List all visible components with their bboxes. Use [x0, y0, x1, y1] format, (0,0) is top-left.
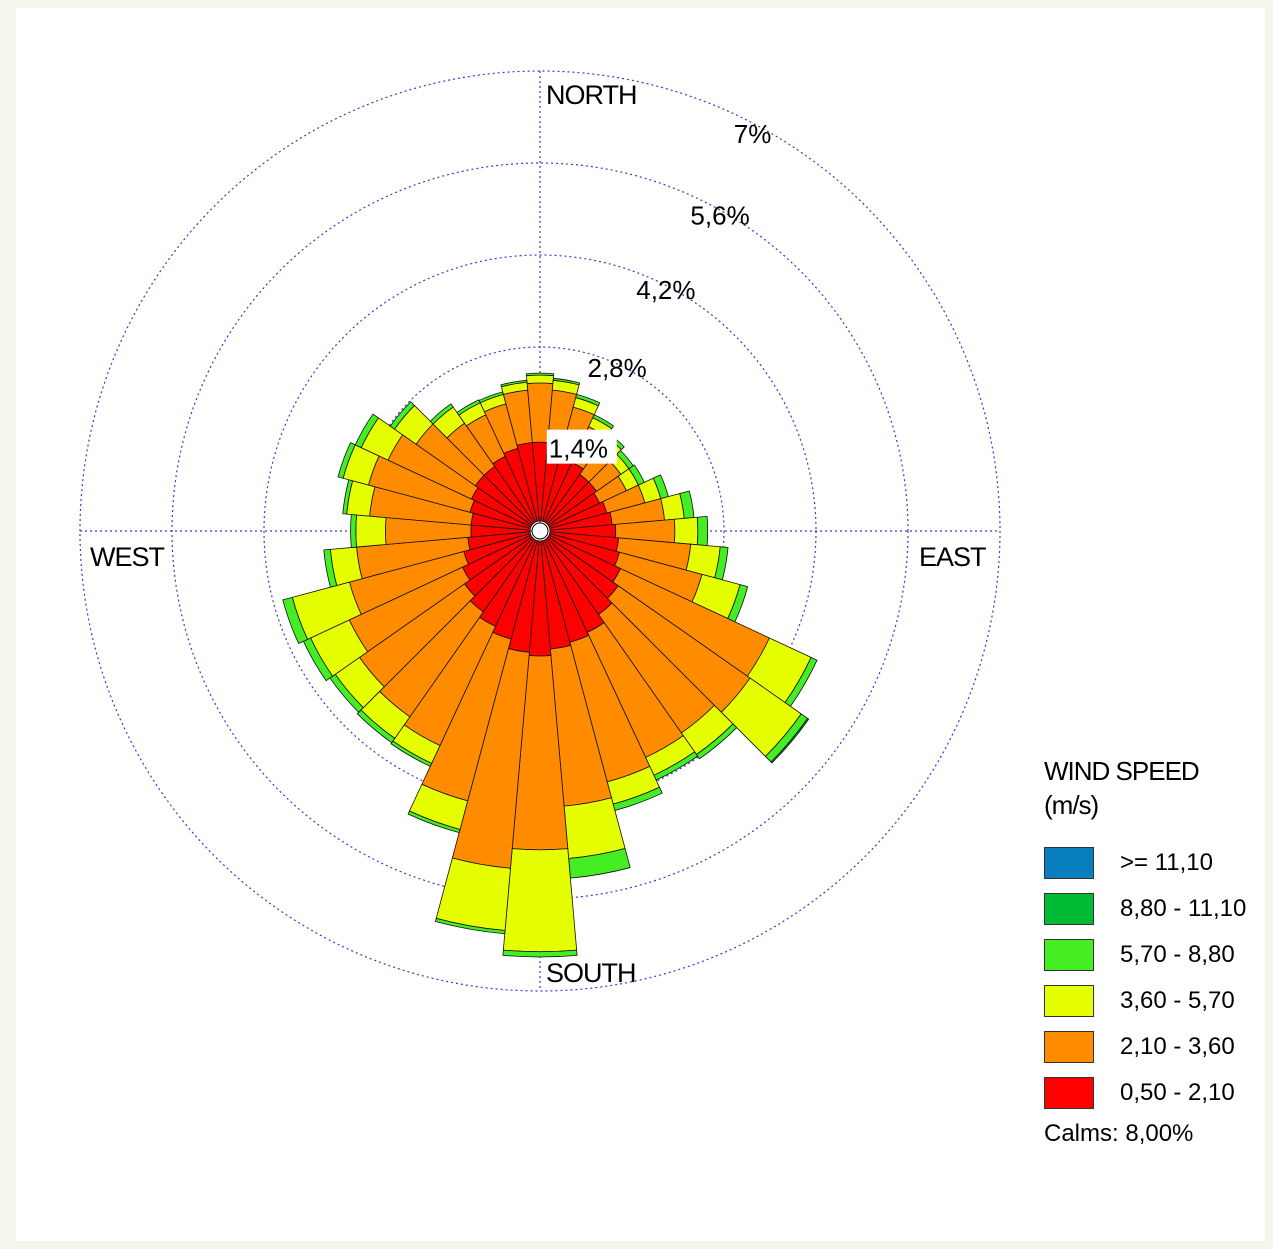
legend-item: 5,70 - 8,80 [1044, 932, 1264, 978]
wedge-segment [502, 949, 578, 958]
wedge-segment [429, 403, 454, 425]
compass-north: NORTH [546, 80, 637, 110]
wedge-segment [355, 514, 387, 548]
legend-swatch [1044, 939, 1094, 971]
wedge-segment [337, 442, 356, 479]
wedge-segment [323, 548, 338, 588]
legend-swatch [1044, 1077, 1094, 1109]
chart-panel: 1,4% 2,8% 4,2% 5,6% 7% NORTH EAST SOUTH WEST… [16, 8, 1265, 1241]
legend-label: 5,70 - 8,80 [1120, 941, 1235, 968]
ring-labels: 1,4% 2,8% 4,2% 5,6% 7% [546, 119, 772, 464]
legend-unit: (m/s) [1044, 790, 1099, 820]
wedge-segment [770, 718, 810, 764]
ring-label: 2,8% [588, 353, 647, 383]
legend-label: 2,10 - 3,60 [1120, 1033, 1235, 1060]
wedge-segment [673, 516, 699, 546]
wedge-segment [456, 399, 481, 416]
legend-label: 8,80 - 11,10 [1120, 895, 1247, 922]
ring-label: 4,2% [636, 275, 695, 305]
calms-label: Calms: 8,00% [1044, 1120, 1194, 1147]
legend-swatch [1044, 893, 1094, 925]
legend-swatch [1044, 847, 1094, 879]
legend-swatch [1044, 1031, 1094, 1063]
wedge-segment [390, 740, 433, 767]
wedge-segment [575, 393, 601, 407]
legend-item: 8,80 - 11,10 [1044, 886, 1264, 932]
wedge-segment [434, 917, 506, 935]
legend-label: 3,60 - 5,70 [1120, 987, 1235, 1014]
wind-rose-chart: 1,4% 2,8% 4,2% 5,6% 7% NORTH EAST SOUTH WEST [79, 70, 1001, 992]
legend-label: 0,50 - 2,10 [1120, 1079, 1235, 1106]
wedge-segment [526, 374, 554, 384]
wedge-segment [354, 413, 379, 449]
ring-label: 5,6% [690, 200, 749, 230]
grid-ring [79, 70, 1001, 992]
legend-item: 0,50 - 2,10 [1044, 1070, 1264, 1116]
ring-label: 7% [734, 119, 772, 149]
wedge-segment [435, 857, 511, 931]
wedge-segment [500, 379, 528, 388]
wedge-segment [282, 596, 308, 644]
legend: WIND SPEED (m/s) >= 11,10 8,80 - 11,10 5,7… [1044, 754, 1264, 1148]
ring-label: 1,4% [549, 434, 608, 464]
wedge-segment [407, 810, 461, 834]
wedge-segment [696, 723, 738, 760]
wedge-segment [696, 515, 709, 547]
legend-item: 2,10 - 3,60 [1044, 1024, 1264, 1070]
legend-label: >= 11,10 [1120, 849, 1213, 876]
legend-swatch [1044, 985, 1094, 1017]
wedge-segment [525, 372, 555, 377]
legend-item: 3,60 - 5,70 [1044, 978, 1264, 1024]
wedge-segment [389, 401, 415, 430]
legend-title: WIND SPEED [1044, 756, 1200, 786]
wedge-segment [356, 709, 396, 744]
wedge-segment [502, 848, 578, 953]
wedge-segment [350, 514, 357, 548]
center-dot [531, 522, 549, 540]
legend-item: >= 11,10 [1044, 840, 1264, 886]
compass-south: SOUTH [546, 958, 636, 988]
compass-west: WEST [90, 542, 165, 572]
wedge-segment [592, 414, 614, 430]
legend-items: >= 11,10 8,80 - 11,10 5,70 - 8,80 3,60 - 5,… [1044, 840, 1264, 1116]
compass-east: EAST [919, 542, 986, 572]
bars [282, 372, 818, 958]
ring-label-bg [546, 429, 617, 464]
wedge-segment [552, 377, 581, 386]
